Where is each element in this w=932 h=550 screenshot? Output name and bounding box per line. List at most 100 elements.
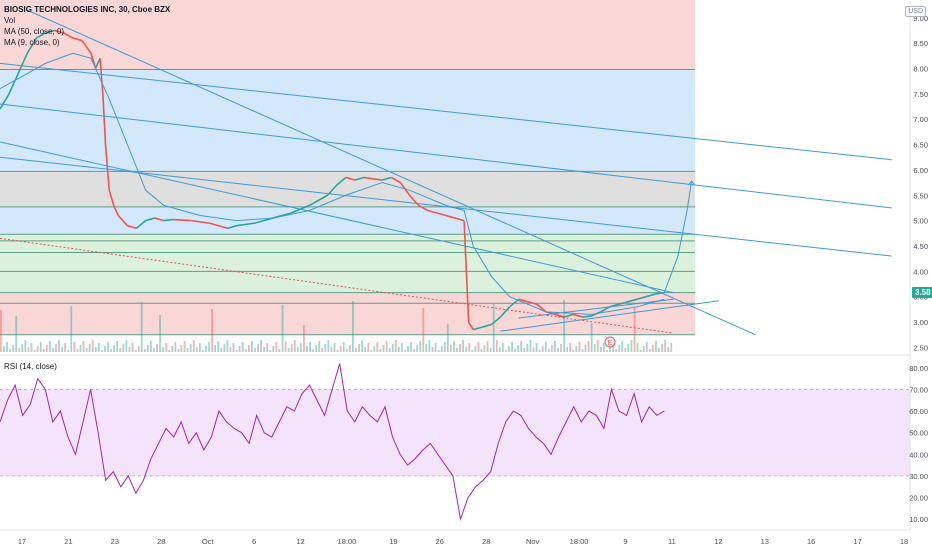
- ma9-legend[interactable]: MA (9, close, 0): [4, 38, 60, 47]
- x-tick-label: 28: [157, 537, 165, 546]
- price-segment: [390, 176, 401, 184]
- volume-bar: [434, 343, 437, 352]
- y-tick-label: 8.50: [913, 39, 928, 48]
- volume-bar: [486, 341, 489, 352]
- zone-band: [0, 234, 695, 293]
- volume-bar: [520, 341, 523, 352]
- price-segment: [336, 176, 347, 186]
- volume-bar: [345, 349, 348, 352]
- volume-bar: [143, 349, 146, 352]
- price-segment: [445, 214, 456, 219]
- price-segment: [227, 224, 237, 229]
- volume-bar: [667, 347, 670, 352]
- x-tick-label: 16: [807, 537, 815, 546]
- volume-bar: [355, 348, 357, 352]
- trendlines[interactable]: E: [0, 9, 892, 348]
- price-segment: [536, 303, 547, 313]
- volume-bar: [247, 345, 250, 352]
- price-segment: [0, 93, 10, 110]
- volume-bar: [529, 340, 532, 352]
- volume-bar: [670, 343, 673, 352]
- zone-band: [0, 0, 695, 70]
- price-segment: [472, 326, 483, 331]
- volume-bar: [379, 349, 382, 352]
- volume-bar: [27, 347, 30, 352]
- volume-bar: [202, 350, 204, 352]
- price-segment: [17, 52, 29, 74]
- rsi-tick-label: 30.00: [909, 472, 928, 481]
- volume-bar: [39, 342, 42, 352]
- volume-bar: [88, 344, 91, 352]
- volume-bar: [569, 343, 572, 352]
- x-tick-label: 18: [900, 537, 908, 546]
- rsi-line: [0, 363, 665, 522]
- price-segment: [354, 176, 365, 181]
- volume-bar: [495, 340, 498, 352]
- volume-bar: [373, 346, 376, 352]
- volume-bar: [358, 344, 360, 352]
- volume-bar: [220, 348, 223, 352]
- dotted-trendline: [0, 237, 674, 334]
- rsi-legend[interactable]: RSI (14, close): [4, 362, 57, 371]
- price-segment: [104, 144, 110, 191]
- volume-bar: [186, 348, 189, 352]
- price-segment: [490, 316, 502, 326]
- volume-bar: [192, 340, 195, 352]
- volume-bar: [168, 350, 171, 352]
- x-tick-label: 26: [436, 537, 444, 546]
- volume-bar: [498, 347, 501, 352]
- volume-bar: [198, 343, 201, 352]
- volume-bar: [12, 345, 15, 352]
- price-segment: [467, 321, 474, 331]
- volume-bar: [211, 309, 214, 352]
- volume-legend[interactable]: Vol: [4, 16, 16, 25]
- symbol-title[interactable]: BIOSIG TECHNOLOGIES INC, 30, Cboe BZX: [4, 5, 171, 14]
- volume-bar: [333, 343, 336, 352]
- price-segment: [36, 32, 46, 39]
- y-tick-label: 7.00: [913, 115, 928, 124]
- rsi-tick-label: 60.00: [909, 407, 928, 416]
- volume-bar: [238, 346, 241, 352]
- volume-bar: [165, 343, 168, 352]
- earnings-marker-label: E: [608, 340, 613, 347]
- price-segment: [436, 212, 447, 217]
- earnings-marker: [604, 336, 616, 348]
- volume-bar: [45, 345, 48, 352]
- volume-bar: [422, 308, 425, 352]
- volume-bar: [33, 350, 36, 352]
- currency-badge[interactable]: USD: [905, 6, 926, 17]
- volume-bar: [30, 343, 33, 352]
- volume-bar: [208, 342, 210, 352]
- volume-bar: [128, 347, 131, 352]
- volume-bar: [538, 350, 541, 352]
- volume-bar: [278, 349, 281, 352]
- price-segment: [499, 306, 511, 318]
- volume-bar: [171, 346, 174, 352]
- volume-bar: [370, 350, 373, 352]
- volume-bar: [3, 346, 5, 352]
- trendline: [500, 300, 719, 332]
- trendline: [0, 62, 892, 161]
- volume-bar: [517, 345, 520, 352]
- ma50-legend[interactable]: MA (50, close, 0): [4, 27, 65, 36]
- volume-bar: [299, 343, 302, 352]
- price-zones: [0, 0, 695, 335]
- volume-bar: [382, 345, 385, 352]
- volume-bar: [483, 345, 486, 352]
- volume-bar: [52, 348, 54, 352]
- volume-bar: [125, 340, 128, 352]
- volume-bar: [91, 340, 94, 352]
- volume-bar: [664, 340, 667, 352]
- price-segment: [127, 224, 137, 229]
- x-tick-label: 23: [111, 537, 119, 546]
- trendline: [0, 141, 674, 294]
- volume-bar: [511, 342, 513, 352]
- volume-bar: [330, 347, 333, 352]
- volume-bar: [505, 350, 507, 352]
- price-segment: [618, 300, 629, 306]
- volume-bar: [642, 346, 645, 352]
- volume-bar: [113, 345, 116, 352]
- y-tick-label: 5.00: [913, 217, 928, 226]
- x-tick-label: 28: [482, 537, 490, 546]
